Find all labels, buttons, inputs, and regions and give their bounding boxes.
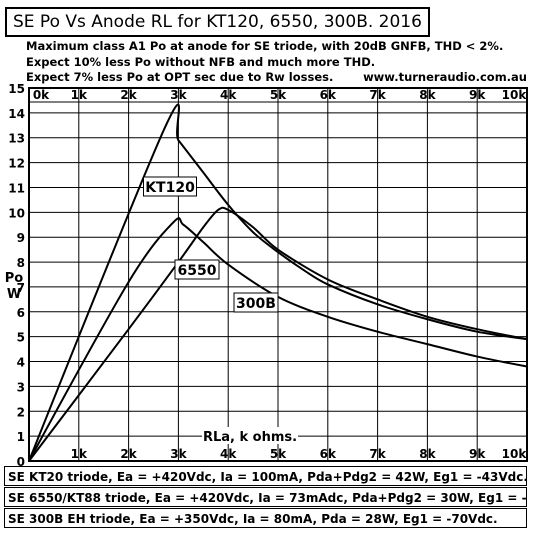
- x-tick-label-bottom: 2k: [120, 447, 137, 461]
- series-label-300b: 300B: [236, 296, 276, 312]
- x-tick-label-bottom: 5k: [270, 447, 287, 461]
- x-tick-label-bottom: 9k: [469, 447, 486, 461]
- x-tick-label-top: 2k: [120, 88, 137, 102]
- x-tick-label-top: 10k: [502, 88, 528, 102]
- y-tick-label: 3: [17, 380, 25, 394]
- series-label-box-6550: [174, 259, 220, 280]
- series-line-6550: [28, 206, 528, 462]
- x-tick-label-top: 7k: [369, 88, 386, 102]
- y-tick-label: 5: [17, 331, 25, 345]
- x-tick-label-top: 0k: [33, 88, 50, 102]
- x-tick-label-top: 1k: [71, 88, 88, 102]
- series-line-300b: [28, 217, 528, 462]
- x-tick-label-bottom: 1k: [71, 447, 88, 461]
- x-tick-label-bottom: 6k: [320, 447, 337, 461]
- y-tick-label: 6: [17, 306, 25, 320]
- x-tick-label-top: 5k: [270, 88, 287, 102]
- x-tick-label-top: 6k: [320, 88, 337, 102]
- x-tick-label-top: 3k: [170, 88, 187, 102]
- y-tick-label: 8: [17, 256, 25, 270]
- series-label-box-kt120: [143, 176, 197, 197]
- y-tick-label: 4: [17, 356, 25, 370]
- series-label-kt120: KT120: [145, 180, 195, 196]
- series-label-6550: 6550: [178, 263, 217, 279]
- y-tick-label: 13: [8, 132, 25, 146]
- x-tick-label-top: 9k: [469, 88, 486, 102]
- y-tick-label: 11: [8, 181, 25, 195]
- spec-300b: SE 300B EH triode, Ea = +350Vdc, Ia = 80…: [4, 508, 527, 528]
- plot-frame: [28, 87, 528, 462]
- y-tick-label: 7: [17, 281, 25, 295]
- x-tick-label-top: 8k: [419, 88, 436, 102]
- x-axis-label-bg: [202, 427, 298, 444]
- y-axis-unit: W: [7, 287, 21, 302]
- y-tick-label: 15: [8, 82, 25, 96]
- y-axis-label: Po: [5, 271, 24, 286]
- spec-kt120: SE KT20 triode, Ea = +420Vdc, Ia = 100mA…: [4, 466, 527, 486]
- x-tick-label-bottom: 10k: [502, 447, 528, 461]
- source-url: www.turneraudio.com.au: [363, 70, 527, 84]
- note-line-2: Expect 10% less Po without NFB and much …: [26, 55, 376, 69]
- series-line-kt120: [28, 103, 528, 462]
- x-tick-label-bottom: 4k: [220, 447, 237, 461]
- y-tick-label: 9: [17, 231, 25, 245]
- y-tick-label: 12: [8, 157, 25, 171]
- x-tick-label-top: 4k: [220, 88, 237, 102]
- x-axis-label: RLa, k ohms.: [203, 430, 297, 445]
- y-tick-label: 0: [17, 455, 25, 469]
- y-tick-label: 10: [8, 206, 25, 220]
- note-line-1: Maximum class A1 Po at anode for SE trio…: [26, 39, 504, 53]
- series-label-box-300b: [233, 292, 279, 313]
- chart-title: SE Po Vs Anode RL for KT120, 6550, 300B.…: [5, 7, 430, 37]
- spec-6550: SE 6550/KT88 triode, Ea = +420Vdc, Ia = …: [4, 487, 527, 507]
- y-tick-label: 14: [8, 107, 25, 121]
- note-line-3: Expect 7% less Po at OPT sec due to Rw l…: [26, 70, 334, 84]
- x-tick-label-bottom: 7k: [369, 447, 386, 461]
- x-tick-label-bottom: 8k: [419, 447, 436, 461]
- y-tick-label: 1: [17, 430, 25, 444]
- x-tick-label-bottom: 3k: [170, 447, 187, 461]
- y-tick-label: 2: [17, 405, 25, 419]
